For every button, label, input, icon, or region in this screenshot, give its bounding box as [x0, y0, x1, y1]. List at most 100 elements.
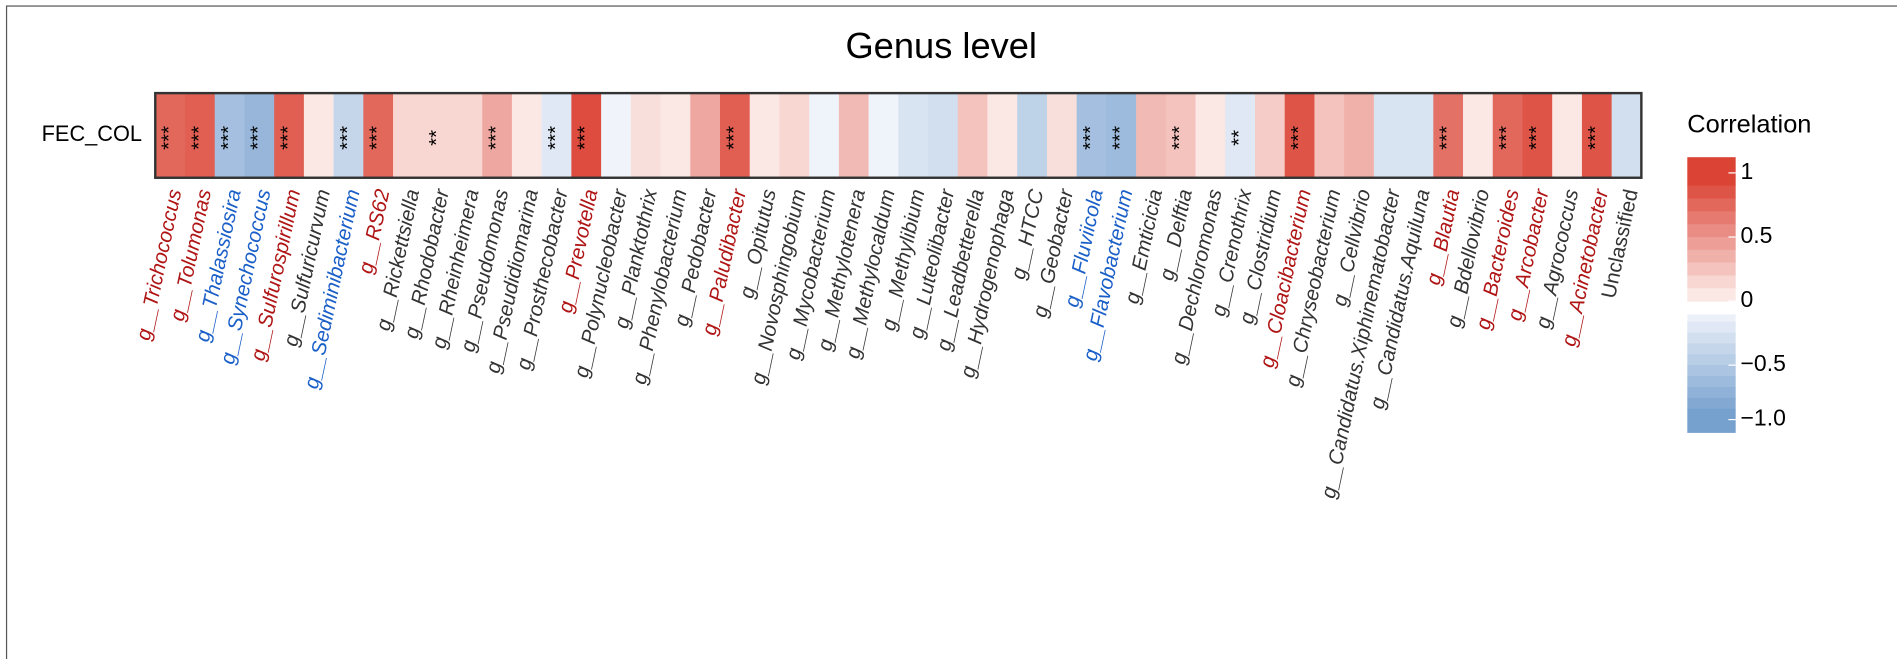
heat-cell: [274, 93, 305, 178]
legend-swatch: [1687, 397, 1736, 410]
heat-cell: [898, 93, 929, 178]
heat-cell: [511, 93, 543, 178]
legend-swatch: [1687, 365, 1736, 377]
heat-cell: [1581, 93, 1612, 178]
heat-cell: [1403, 93, 1434, 178]
heat-cell: [1106, 93, 1137, 178]
significance-label: ***: [1109, 126, 1132, 150]
heat-cell: [214, 93, 245, 178]
significance-label: ***: [722, 126, 745, 150]
legend-tick-label: 0.5: [1741, 222, 1773, 248]
significance-label: ***: [336, 126, 359, 150]
significance-label: ***: [1168, 126, 1191, 150]
legend-swatch: [1687, 236, 1736, 251]
heat-cell: [1344, 93, 1375, 178]
heat-cell: [1195, 93, 1226, 178]
chart-title: Genus level: [845, 25, 1037, 66]
heat-cell: [779, 93, 810, 178]
significance-label: **: [1228, 130, 1251, 146]
heat-cell: [987, 93, 1018, 178]
significance-label: ***: [217, 126, 240, 150]
heat-cell: [630, 93, 661, 178]
heat-cell: [571, 93, 602, 178]
heat-cell: [1463, 93, 1494, 178]
legend-swatch: [1687, 343, 1736, 355]
legend-tick-label: −0.5: [1741, 350, 1786, 376]
heat-cell: [928, 93, 959, 178]
legend-swatch: [1687, 275, 1736, 289]
significance-label: ***: [1584, 126, 1607, 150]
significance-label: ***: [187, 126, 210, 150]
legend-title: Correlation: [1687, 110, 1811, 138]
legend-tick-label: 1: [1741, 158, 1754, 184]
significance-label: ***: [366, 126, 389, 150]
legend-tick-label: 0: [1741, 286, 1754, 312]
legend-swatch: [1687, 185, 1736, 200]
heat-cell: [957, 93, 988, 178]
heat-cell: [660, 93, 691, 178]
legend-swatch: [1687, 211, 1736, 225]
legend-swatch: [1687, 157, 1736, 187]
heat-cell: [333, 93, 364, 178]
legend-swatch: [1687, 386, 1736, 399]
legend-swatch: [1687, 262, 1736, 277]
heat-cell: [1225, 93, 1256, 178]
heat-cell: [1492, 93, 1523, 178]
heat-cell: [809, 93, 840, 178]
legend-swatch: [1687, 314, 1736, 323]
heat-cell: [482, 93, 513, 178]
legend-swatch: [1687, 321, 1736, 334]
heat-cell: [1611, 93, 1642, 178]
significance-label: ***: [247, 126, 270, 150]
heat-cell: [838, 93, 869, 178]
legend-swatch: [1687, 354, 1736, 366]
significance-label: ***: [1495, 126, 1518, 150]
significance-label: ***: [544, 126, 567, 150]
heat-cell: [393, 93, 424, 178]
heat-cell: [1284, 93, 1315, 178]
heat-cell: [749, 93, 780, 178]
heat-cell: [185, 93, 216, 178]
legend-swatch: [1687, 249, 1736, 264]
heat-cell: [1136, 93, 1167, 178]
significance-label: ***: [158, 126, 181, 150]
legend-swatch: [1687, 408, 1736, 433]
heat-cell: [541, 93, 572, 178]
heat-cell: [868, 93, 899, 178]
significance-label: ***: [1525, 126, 1548, 150]
legend-swatch: [1687, 198, 1736, 212]
heat-cell: [601, 93, 632, 178]
legend-swatch: [1687, 376, 1736, 388]
significance-label: ***: [1436, 126, 1459, 150]
heat-cell: [719, 93, 751, 178]
row-label: FEC_COL: [42, 121, 142, 146]
legend-swatch: [1687, 288, 1736, 302]
significance-label: ***: [485, 126, 508, 150]
heat-cell: [1046, 93, 1078, 178]
significance-label: ***: [1079, 126, 1102, 150]
significance-label: ***: [1287, 126, 1310, 150]
heat-cell: [1552, 93, 1583, 178]
heat-cell: [1076, 93, 1107, 178]
heat-cell: [1522, 93, 1553, 178]
heat-cell: [1314, 93, 1345, 178]
heat-cell: [690, 93, 721, 178]
heat-cell: [155, 93, 186, 178]
legend-tick-label: −1.0: [1741, 405, 1786, 431]
significance-label: ***: [574, 126, 597, 150]
heat-cell: [422, 93, 453, 178]
heat-cell: [1373, 93, 1404, 178]
significance-label: ***: [276, 126, 299, 150]
heat-cell: [1433, 93, 1464, 178]
legend-swatch: [1687, 332, 1736, 345]
heat-cell: [452, 93, 483, 178]
heat-cell: [363, 93, 394, 178]
significance-label: **: [425, 130, 448, 146]
heatmap-border: [154, 91, 1643, 179]
heat-cell: [1017, 93, 1048, 178]
heat-cell: [244, 93, 275, 178]
heat-cell: [303, 93, 334, 178]
heat-cell: [1254, 93, 1286, 178]
